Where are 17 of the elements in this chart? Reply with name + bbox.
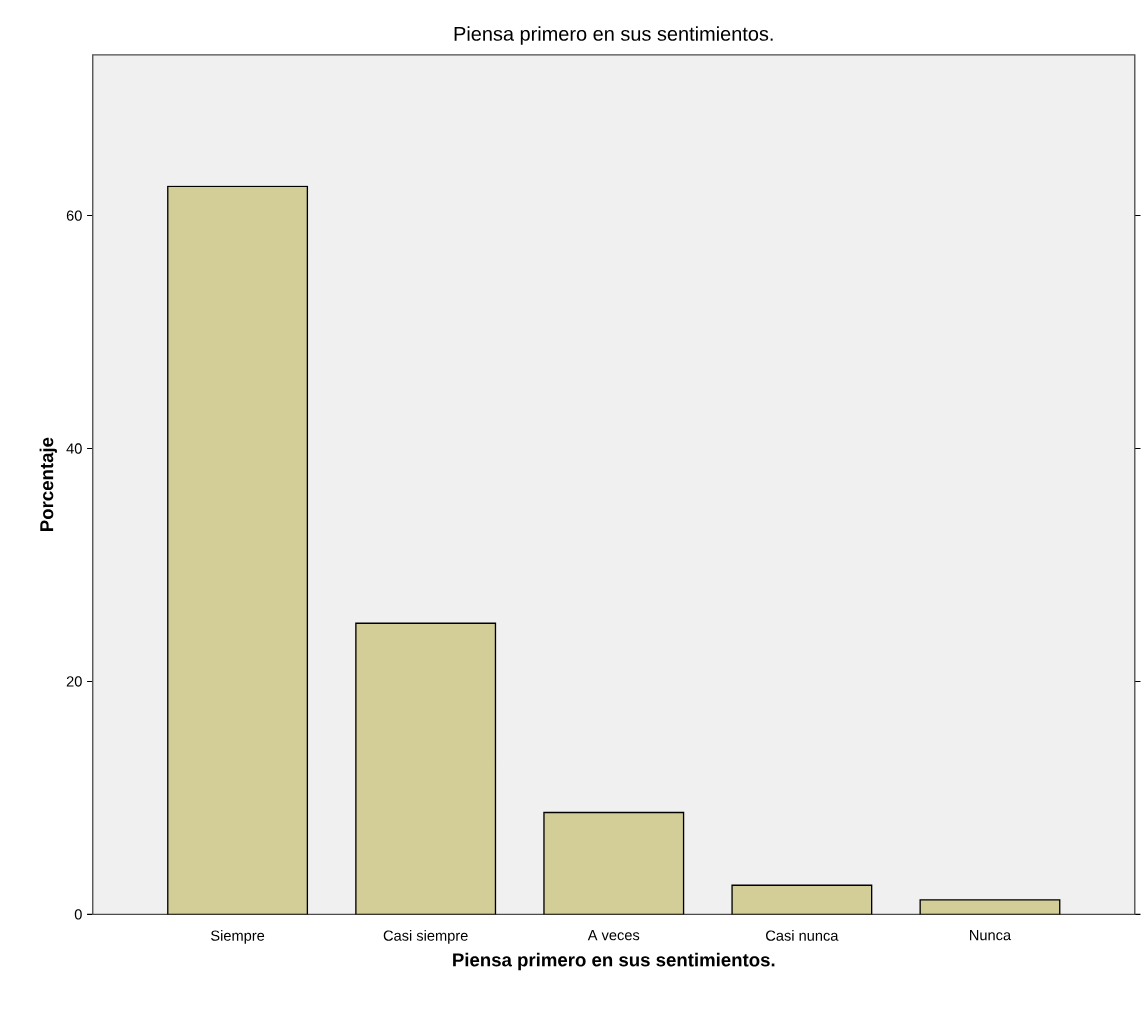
y-tick-label: 0 xyxy=(74,909,82,920)
x-tick-label: Casi nunca xyxy=(766,930,839,941)
bar xyxy=(731,884,873,915)
y-axis-title: Porcentaje xyxy=(39,437,57,531)
bar xyxy=(919,899,1061,915)
y-tick-label: 60 xyxy=(66,210,82,221)
y-tick-label: 40 xyxy=(66,443,82,454)
bar xyxy=(543,811,685,915)
x-tick-label: Casi siempre xyxy=(383,930,468,944)
chart-title: Piensa primero en sus sentimientos. xyxy=(454,26,773,45)
x-axis-title: Piensa primero en sus sentimientos. xyxy=(453,952,775,971)
x-tick-label: A veces xyxy=(587,930,640,941)
bar xyxy=(167,185,309,915)
x-tick-label: Siempre xyxy=(211,930,265,944)
bar xyxy=(355,622,497,915)
y-tick-label: 20 xyxy=(66,676,82,687)
x-tick-label: Nunca xyxy=(970,930,1012,941)
